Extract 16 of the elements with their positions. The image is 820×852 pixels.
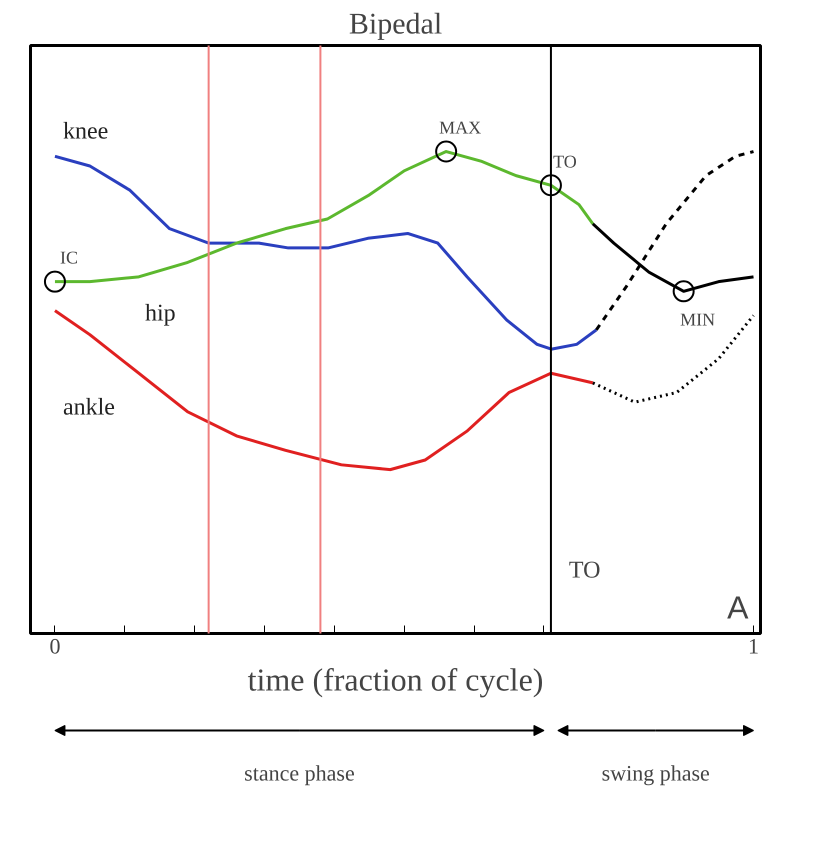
point xyxy=(672,280,695,302)
x-tick-label: 0 xyxy=(49,634,60,658)
series-label: knee xyxy=(62,118,108,144)
annotation: A xyxy=(727,590,750,626)
x-tick-label: 1 xyxy=(748,634,760,658)
text: stance phase xyxy=(244,760,355,786)
annotation: TO xyxy=(553,151,577,172)
series-label: hip xyxy=(144,300,176,327)
annotation: IC xyxy=(60,248,78,268)
x-axis-title: time (fraction of cycle) xyxy=(248,662,544,698)
chart-title: Bipedal xyxy=(348,8,442,40)
ref-line-label: TO xyxy=(568,558,600,584)
annotation: MIN xyxy=(680,309,716,330)
annotation: MAX xyxy=(439,118,482,138)
series-label: ankle xyxy=(62,394,115,421)
text: swing phase xyxy=(602,760,710,786)
